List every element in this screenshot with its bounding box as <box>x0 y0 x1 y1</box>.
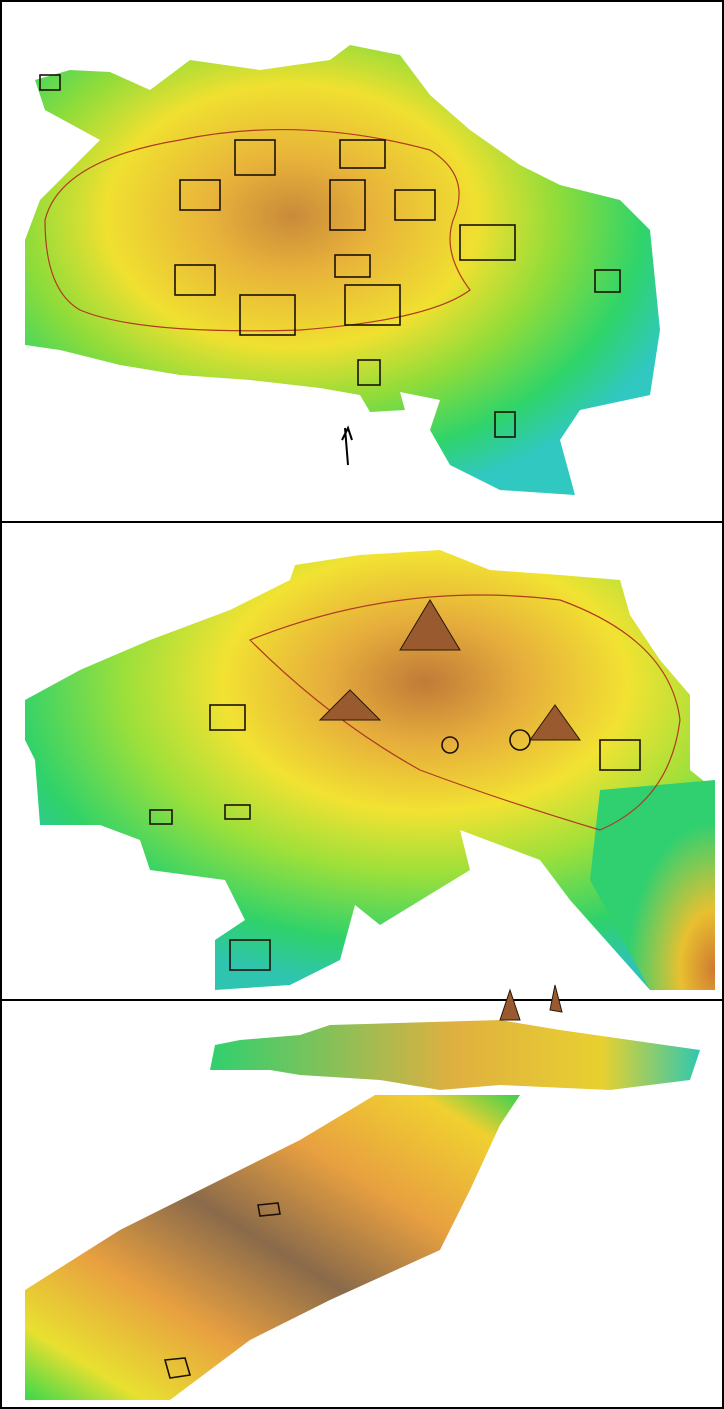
terrain-oblique-view <box>25 550 715 990</box>
panel-frame <box>0 999 724 1409</box>
terrain-top-view <box>25 45 660 495</box>
terrain-distant-view <box>25 984 700 1400</box>
